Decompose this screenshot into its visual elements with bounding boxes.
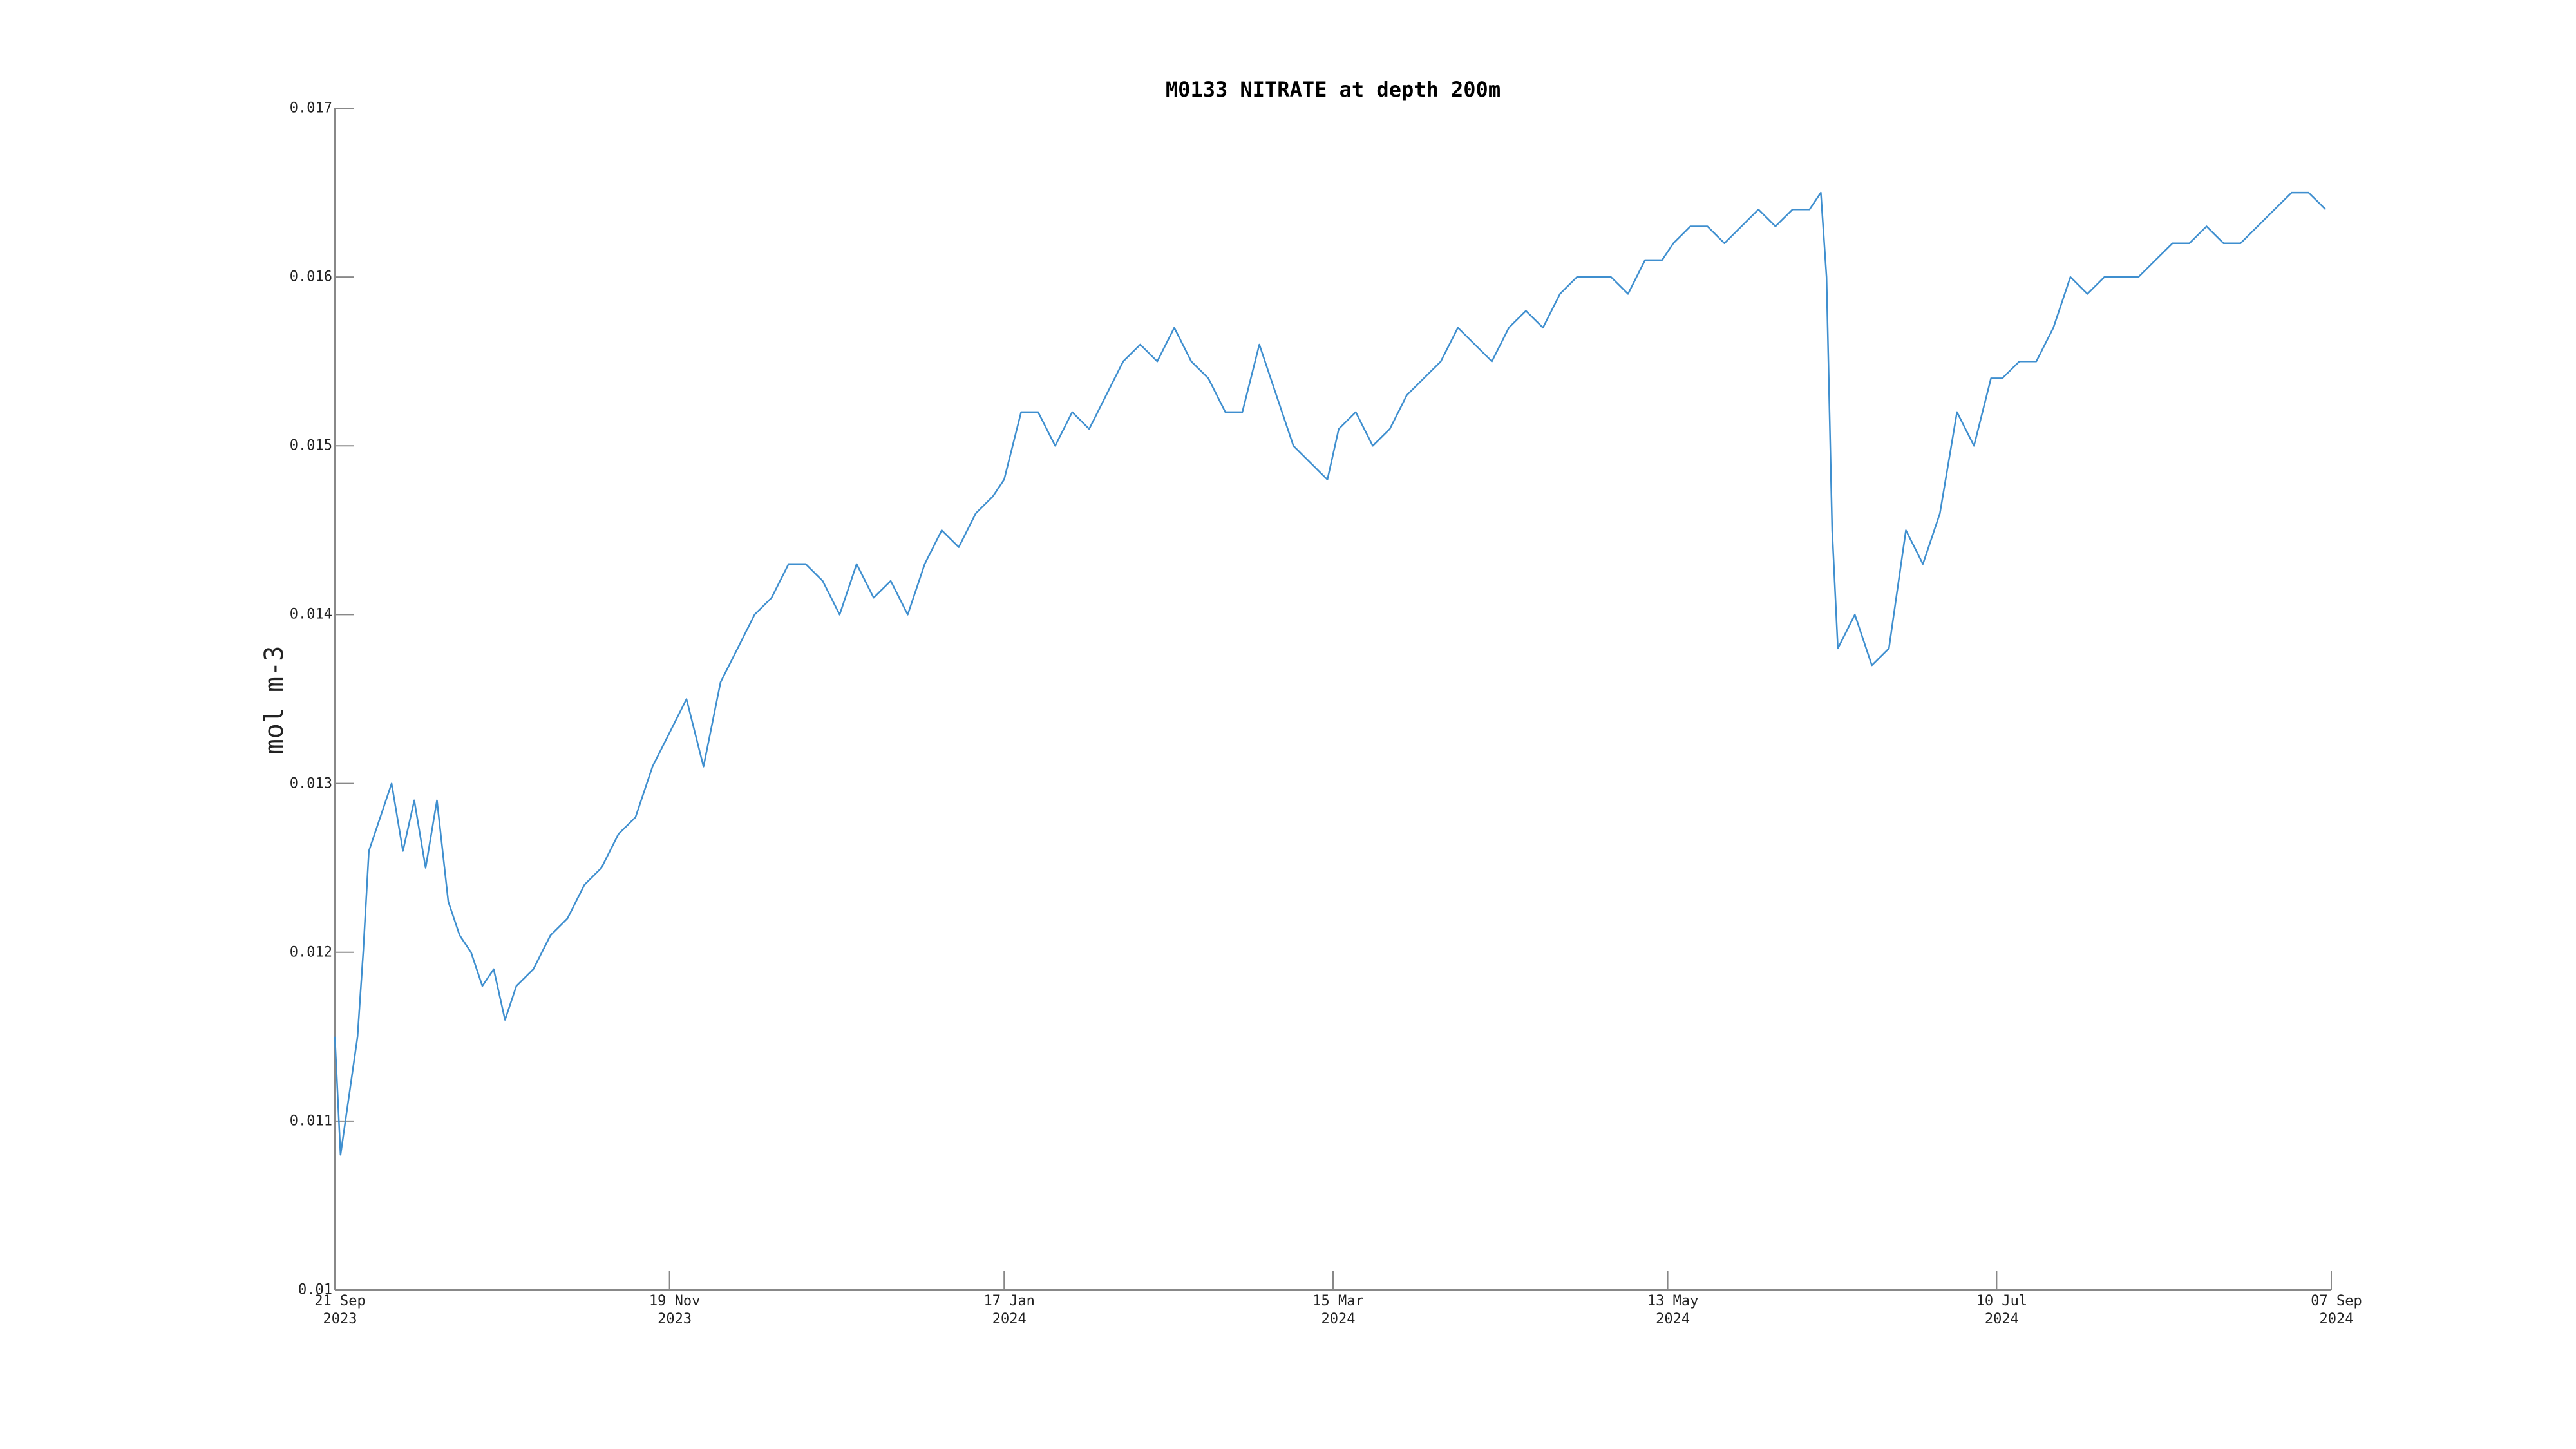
- y-tick-label: 0.013: [289, 775, 332, 792]
- y-axis-label: mol m-3: [260, 645, 289, 755]
- x-tick-label: 13 May 2024: [1647, 1293, 1699, 1327]
- chart-title: M0133 NITRATE at depth 200m: [1165, 77, 1501, 102]
- x-tick-label: 21 Sep 2023: [314, 1293, 366, 1327]
- y-tick-label: 0.012: [289, 944, 332, 961]
- y-tick-label: 0.017: [289, 100, 332, 117]
- x-tick-label: 07 Sep 2024: [2311, 1293, 2362, 1327]
- x-tick-label: 17 Jan 2024: [983, 1293, 1035, 1327]
- x-tick-label: 15 Mar 2024: [1312, 1293, 1364, 1327]
- x-tick-label: 19 Nov 2023: [649, 1293, 701, 1327]
- y-tick-label: 0.016: [289, 269, 332, 285]
- y-tick-label: 0.011: [289, 1113, 332, 1130]
- y-tick-label: 0.01: [298, 1282, 332, 1298]
- data-line: [334, 191, 2327, 1156]
- x-tick-label: 10 Jul 2024: [1976, 1293, 2028, 1327]
- y-tick-label: 0.014: [289, 606, 332, 623]
- y-tick-label: 0.015: [289, 437, 332, 454]
